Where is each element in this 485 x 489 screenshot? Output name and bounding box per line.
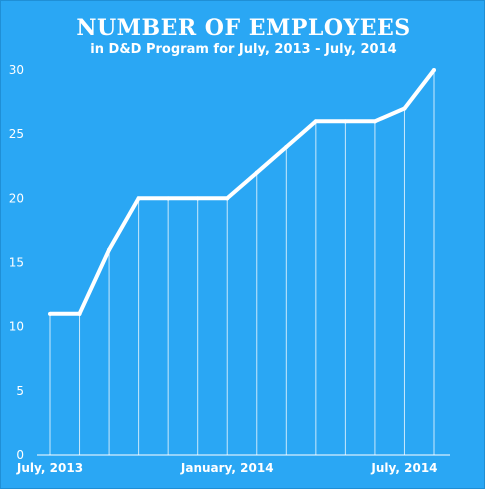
chart-title: NUMBER OF EMPLOYEES [76, 15, 411, 41]
series-line [50, 68, 436, 316]
data-point [372, 119, 377, 124]
y-tick-labels: 0 5 10 15 20 25 30 [9, 63, 24, 462]
data-point [432, 68, 436, 72]
y-tick-label: 5 [16, 384, 24, 398]
data-point [195, 196, 200, 201]
x-tick-labels: July, 2013 January, 2014 July, 2014 [16, 461, 438, 475]
y-tick-label: 25 [9, 127, 24, 141]
data-point [313, 119, 318, 124]
y-tick-label: 30 [9, 63, 24, 77]
y-tick-label: 15 [9, 256, 24, 270]
y-tick-label: 10 [9, 320, 24, 334]
chart-subtitle: in D&D Program for July, 2013 - July, 20… [90, 42, 397, 57]
data-point [254, 170, 259, 175]
y-tick-label: 0 [16, 448, 24, 462]
data-point [166, 196, 171, 201]
drop-lines [49, 70, 435, 455]
x-tick-label: January, 2014 [180, 461, 274, 475]
data-point [402, 106, 407, 111]
data-point [284, 145, 289, 149]
x-tick-label: July, 2013 [16, 461, 83, 475]
x-tick-label: July, 2014 [370, 461, 437, 475]
data-point [136, 196, 141, 201]
data-point [343, 119, 348, 124]
data-point [107, 247, 112, 252]
data-point [225, 196, 230, 201]
data-point [77, 311, 82, 316]
data-point [48, 311, 52, 316]
y-tick-label: 20 [9, 191, 24, 205]
